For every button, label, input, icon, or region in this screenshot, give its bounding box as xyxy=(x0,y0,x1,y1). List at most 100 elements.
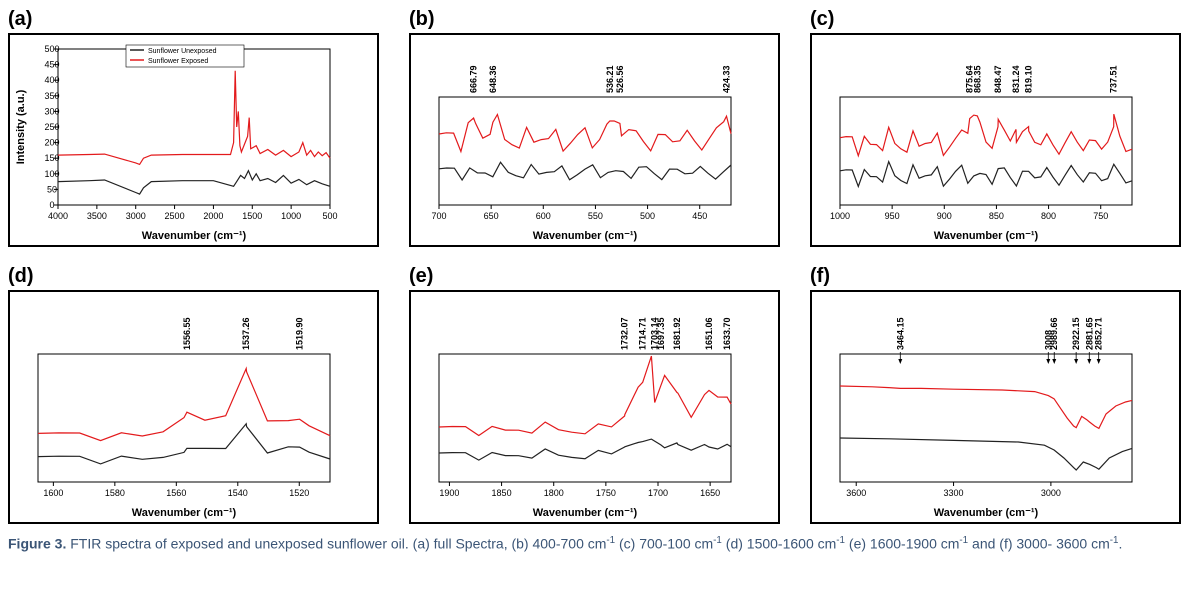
svg-text:1800: 1800 xyxy=(544,488,564,498)
svg-text:1000: 1000 xyxy=(830,211,850,221)
panel-d: (d) 1600 1580 1560 1540 1520 Wavenumber (cm⁻¹… xyxy=(8,265,379,524)
svg-text:500: 500 xyxy=(640,211,655,221)
svg-text:50: 50 xyxy=(47,184,57,194)
svg-text:Wavenumber (cm⁻¹): Wavenumber (cm⁻¹) xyxy=(132,507,237,519)
svg-text:3500: 3500 xyxy=(87,211,107,221)
svg-text:Wavenumber (cm⁻¹): Wavenumber (cm⁻¹) xyxy=(533,230,638,242)
caption-text-3: (d) 1500-1600 cm xyxy=(722,536,836,552)
svg-text:1520: 1520 xyxy=(289,488,309,498)
svg-text:200: 200 xyxy=(44,138,59,148)
svg-text:3464.15: 3464.15 xyxy=(895,317,905,350)
svg-text:700: 700 xyxy=(431,211,446,221)
caption-text-4: (e) 1600-1900 cm xyxy=(845,536,959,552)
caption-text-5: and (f) 3000- 3600 cm xyxy=(968,536,1110,552)
svg-text:1500: 1500 xyxy=(242,211,262,221)
chart-c: 1000950900850800750Wavenumber (cm⁻¹)875.… xyxy=(810,33,1181,247)
svg-text:Wavenumber (cm⁻¹): Wavenumber (cm⁻¹) xyxy=(934,230,1039,242)
svg-text:Wavenumber (cm⁻¹): Wavenumber (cm⁻¹) xyxy=(533,507,638,519)
svg-text:424.33: 424.33 xyxy=(721,65,731,93)
svg-text:Wavenumber (cm⁻¹): Wavenumber (cm⁻¹) xyxy=(142,230,247,242)
svg-text:1650: 1650 xyxy=(700,488,720,498)
svg-text:1600: 1600 xyxy=(43,488,63,498)
svg-text:550: 550 xyxy=(588,211,603,221)
svg-text:500: 500 xyxy=(44,44,59,54)
svg-text:2922.15: 2922.15 xyxy=(1071,317,1081,350)
svg-text:400: 400 xyxy=(44,75,59,85)
figure-caption: Figure 3. FTIR spectra of exposed and un… xyxy=(8,534,1181,554)
panel-f: (f) 3600 3300 3000Wavenumber (cm⁻¹) 3464.15… xyxy=(810,265,1181,524)
svg-text:526.56: 526.56 xyxy=(615,65,625,93)
svg-text:950: 950 xyxy=(885,211,900,221)
panel-letter: (f) xyxy=(810,265,1175,288)
svg-text:850: 850 xyxy=(989,211,1004,221)
svg-text:3000: 3000 xyxy=(1041,488,1061,498)
svg-text:2500: 2500 xyxy=(165,211,185,221)
panel-letter: (d) xyxy=(8,265,373,288)
caption-period: . xyxy=(1119,536,1123,552)
svg-text:1700: 1700 xyxy=(648,488,668,498)
svg-text:737.51: 737.51 xyxy=(1109,65,1119,93)
svg-text:1651.06: 1651.06 xyxy=(704,317,714,350)
chart-b: 700650600550500450Wavenumber (cm⁻¹)666.7… xyxy=(409,33,780,247)
chart-f: 360033003000Wavenumber (cm⁻¹)3464.153008… xyxy=(810,290,1181,524)
svg-text:1850: 1850 xyxy=(492,488,512,498)
svg-text:350: 350 xyxy=(44,91,59,101)
svg-text:900: 900 xyxy=(937,211,952,221)
chart-d: 1600 1580 1560 1540 1520 Wavenumber (cm⁻¹) 155… xyxy=(8,290,379,524)
svg-text:2989.66: 2989.66 xyxy=(1049,317,1059,350)
panel-e: (e) 190018501800175017001650Wavenumber (… xyxy=(409,265,780,524)
svg-text:848.47: 848.47 xyxy=(993,65,1003,93)
svg-text:1750: 1750 xyxy=(596,488,616,498)
svg-text:Sunflower Exposed: Sunflower Exposed xyxy=(148,58,208,65)
svg-text:3300: 3300 xyxy=(944,488,964,498)
svg-text:750: 750 xyxy=(1093,211,1108,221)
svg-text:600: 600 xyxy=(536,211,551,221)
svg-text:819.10: 819.10 xyxy=(1024,65,1034,93)
svg-text:1000: 1000 xyxy=(281,211,301,221)
svg-text:831.24: 831.24 xyxy=(1011,65,1021,93)
svg-text:450: 450 xyxy=(44,60,59,70)
figure-grid: (a) 4000 3500 3000 2500 2000 1500 1000 500 0 50 10… xyxy=(8,8,1181,524)
svg-text:2000: 2000 xyxy=(203,211,223,221)
svg-text:2852.71: 2852.71 xyxy=(1094,317,1104,350)
svg-text:1714.71: 1714.71 xyxy=(638,317,648,350)
svg-text:1556.55: 1556.55 xyxy=(182,317,192,350)
svg-text:500: 500 xyxy=(322,211,337,221)
svg-text:1633.70: 1633.70 xyxy=(722,317,732,350)
chart-e: 1900 1850 1800 1750 1700 1650 Wavenumber (cm⁻¹… xyxy=(409,290,780,524)
svg-text:0: 0 xyxy=(49,200,54,210)
caption-exp: -1 xyxy=(713,535,722,546)
svg-text:1540: 1540 xyxy=(228,488,248,498)
caption-exp: -1 xyxy=(959,535,968,546)
svg-text:250: 250 xyxy=(44,122,59,132)
svg-text:1537.26: 1537.26 xyxy=(241,317,251,350)
caption-text-1: FTIR spectra of exposed and unexposed su… xyxy=(66,536,606,552)
svg-text:Wavenumber (cm⁻¹): Wavenumber (cm⁻¹) xyxy=(934,507,1039,519)
svg-text:Sunflower Unexposed: Sunflower Unexposed xyxy=(148,48,217,55)
svg-text:1560: 1560 xyxy=(166,488,186,498)
panel-letter: (b) xyxy=(409,8,774,31)
caption-exp: -1 xyxy=(1110,535,1119,546)
panel-letter: (a) xyxy=(8,8,373,31)
svg-text:1900: 1900 xyxy=(439,488,459,498)
svg-text:648.36: 648.36 xyxy=(488,65,498,93)
panel-c: (c) 1000 950 900 850 800 750 Wavenumber (cm⁻¹)… xyxy=(810,8,1181,247)
caption-text-2: (c) 700-100 cm xyxy=(615,536,713,552)
svg-text:800: 800 xyxy=(1041,211,1056,221)
svg-text:650: 650 xyxy=(484,211,499,221)
svg-text:1681.92: 1681.92 xyxy=(672,317,682,350)
svg-text:100: 100 xyxy=(44,169,59,179)
svg-text:150: 150 xyxy=(44,153,59,163)
panel-a: (a) 4000 3500 3000 2500 2000 1500 1000 500 0 50 10… xyxy=(8,8,379,247)
svg-text:1519.90: 1519.90 xyxy=(295,317,305,350)
svg-text:Intensity (a.u.): Intensity (a.u.) xyxy=(15,89,27,164)
svg-text:666.79: 666.79 xyxy=(469,65,479,93)
caption-lead: Figure 3. xyxy=(8,536,66,552)
svg-text:3600: 3600 xyxy=(846,488,866,498)
svg-text:4000: 4000 xyxy=(48,211,68,221)
panel-letter: (c) xyxy=(810,8,1175,31)
caption-exp: -1 xyxy=(836,535,845,546)
svg-text:868.35: 868.35 xyxy=(972,65,982,93)
svg-text:1580: 1580 xyxy=(105,488,125,498)
svg-text:3000: 3000 xyxy=(126,211,146,221)
